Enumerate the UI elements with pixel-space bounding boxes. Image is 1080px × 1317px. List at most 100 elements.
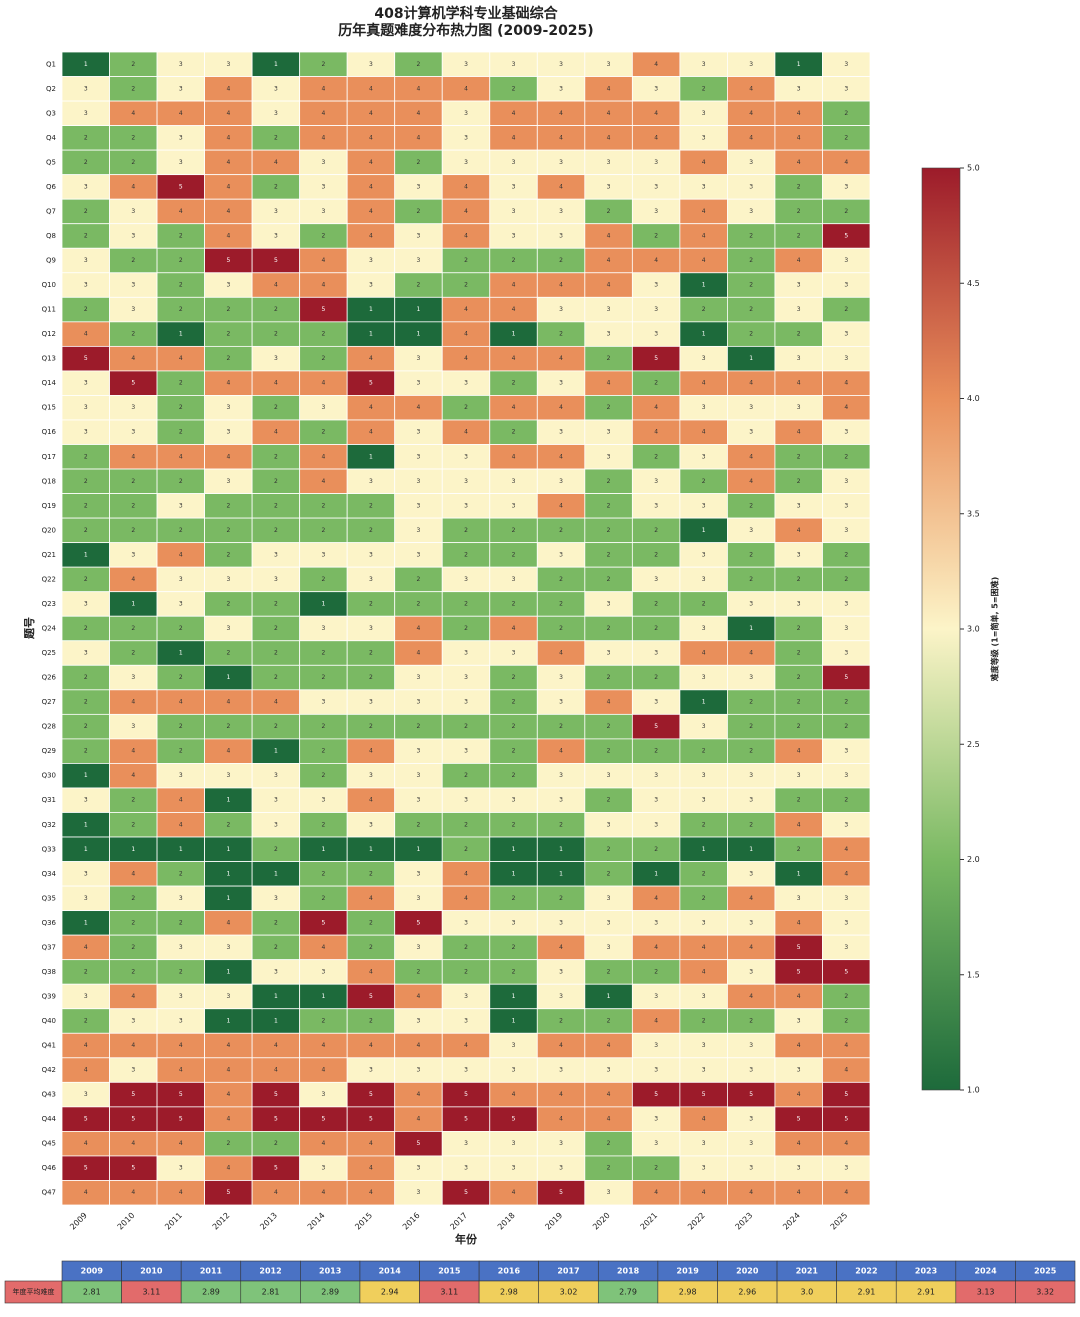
y-tick-label: Q8 — [46, 232, 56, 240]
cell-label: 3 — [749, 797, 753, 804]
cell-label: 3 — [797, 772, 801, 779]
heat-cell — [489, 763, 538, 789]
y-tick-label: Q25 — [42, 649, 56, 657]
cell-label: 4 — [369, 968, 373, 975]
cell-label: 2 — [797, 453, 801, 460]
cell-label: 4 — [131, 1042, 135, 1049]
heat-cell — [441, 419, 491, 445]
cell-label: 3 — [464, 576, 468, 583]
table-value: 2.98 — [500, 1288, 518, 1297]
heat-cell — [679, 664, 728, 691]
heat-cell — [441, 983, 491, 1010]
cell-label: 2 — [654, 625, 658, 632]
heat-cell — [61, 689, 110, 715]
cell-label: 3 — [559, 429, 563, 436]
cell-label: 1 — [131, 846, 135, 853]
heat-cell — [822, 983, 871, 1010]
cell-label: 5 — [559, 1189, 563, 1196]
cell-label: 3 — [749, 208, 753, 215]
cell-label: 4 — [226, 208, 230, 215]
heat-cell — [394, 1106, 443, 1132]
heat-cell — [536, 100, 586, 126]
cell-label: 2 — [179, 478, 183, 485]
heat-cell — [394, 591, 443, 617]
cell-label: 4 — [797, 748, 801, 755]
cell-label: 4 — [84, 1042, 88, 1049]
heat-cell — [346, 1155, 396, 1181]
cell-label: 4 — [749, 944, 753, 951]
cell-label: 5 — [464, 1116, 468, 1123]
heat-cell — [109, 272, 158, 298]
heat-cell — [156, 983, 205, 1010]
x-tick-label: 2025 — [829, 1211, 850, 1232]
heat-cell — [631, 125, 681, 151]
cell-label: 3 — [131, 1018, 135, 1025]
heat-cell — [204, 223, 253, 249]
cell-label: 5 — [274, 1165, 278, 1172]
heat-cell — [774, 959, 823, 985]
heat-cell — [631, 1032, 681, 1059]
cell-label: 5 — [654, 1091, 658, 1098]
cell-label: 2 — [702, 1018, 706, 1025]
cell-label: 4 — [131, 576, 135, 583]
cell-label: 2 — [321, 870, 325, 877]
colorbar-tick-label: 1.5 — [967, 970, 980, 979]
cell-label: 2 — [131, 527, 135, 534]
cell-label: 2 — [274, 134, 278, 141]
cell-label: 3 — [131, 282, 135, 289]
heat-cell — [536, 76, 586, 102]
cell-label: 2 — [84, 968, 88, 975]
cell-label: 2 — [274, 919, 278, 926]
cell-label: 1 — [797, 870, 801, 877]
heat-cell — [251, 517, 301, 544]
cell-label: 3 — [84, 429, 88, 436]
cell-label: 3 — [749, 1140, 753, 1147]
cell-label: 3 — [321, 699, 325, 706]
cell-label: 3 — [844, 355, 848, 362]
cell-label: 1 — [321, 600, 325, 607]
cell-label: 3 — [464, 478, 468, 485]
cell-label: 4 — [607, 1091, 611, 1098]
cell-label: 4 — [559, 355, 563, 362]
heat-cell — [489, 787, 538, 813]
cell-label: 4 — [512, 625, 516, 632]
cell-label: 2 — [464, 404, 468, 411]
heat-cell — [251, 836, 301, 862]
cell-label: 2 — [274, 478, 278, 485]
heat-cell — [774, 444, 823, 470]
y-tick-label: Q16 — [42, 428, 57, 436]
heat-cell — [299, 812, 348, 838]
colorbar-tick-label: 3.0 — [967, 625, 980, 634]
heat-cell — [251, 934, 301, 961]
heat-cell — [774, 1057, 823, 1083]
cell-label: 2 — [84, 159, 88, 166]
cell-label: 4 — [512, 306, 516, 313]
cell-label: 3 — [844, 600, 848, 607]
cell-label: 2 — [179, 232, 183, 239]
y-tick-label: Q18 — [42, 477, 56, 485]
heat-cell — [251, 542, 301, 568]
cell-label: 2 — [607, 208, 611, 215]
cell-label: 3 — [417, 478, 421, 485]
heat-cell — [204, 1008, 253, 1034]
heat-cell — [727, 615, 776, 642]
heat-cell — [251, 787, 301, 813]
heat-cell — [536, 370, 586, 396]
cell-label: 3 — [417, 1067, 421, 1074]
cell-label: 4 — [226, 183, 230, 190]
cell-label: 3 — [607, 61, 611, 68]
heat-cell — [679, 76, 728, 102]
heat-cell — [584, 1008, 633, 1034]
cell-label: 3 — [512, 478, 516, 485]
y-tick-label: Q17 — [42, 453, 56, 461]
x-tick-label: 2016 — [401, 1211, 422, 1232]
cell-label: 3 — [844, 625, 848, 632]
cell-label: 2 — [226, 821, 230, 828]
cell-label: 1 — [417, 306, 421, 313]
y-tick-label: Q11 — [42, 306, 56, 314]
cell-label: 2 — [179, 429, 183, 436]
cell-label: 3 — [274, 110, 278, 117]
heat-cell — [394, 125, 443, 151]
heat-cell — [536, 395, 586, 421]
